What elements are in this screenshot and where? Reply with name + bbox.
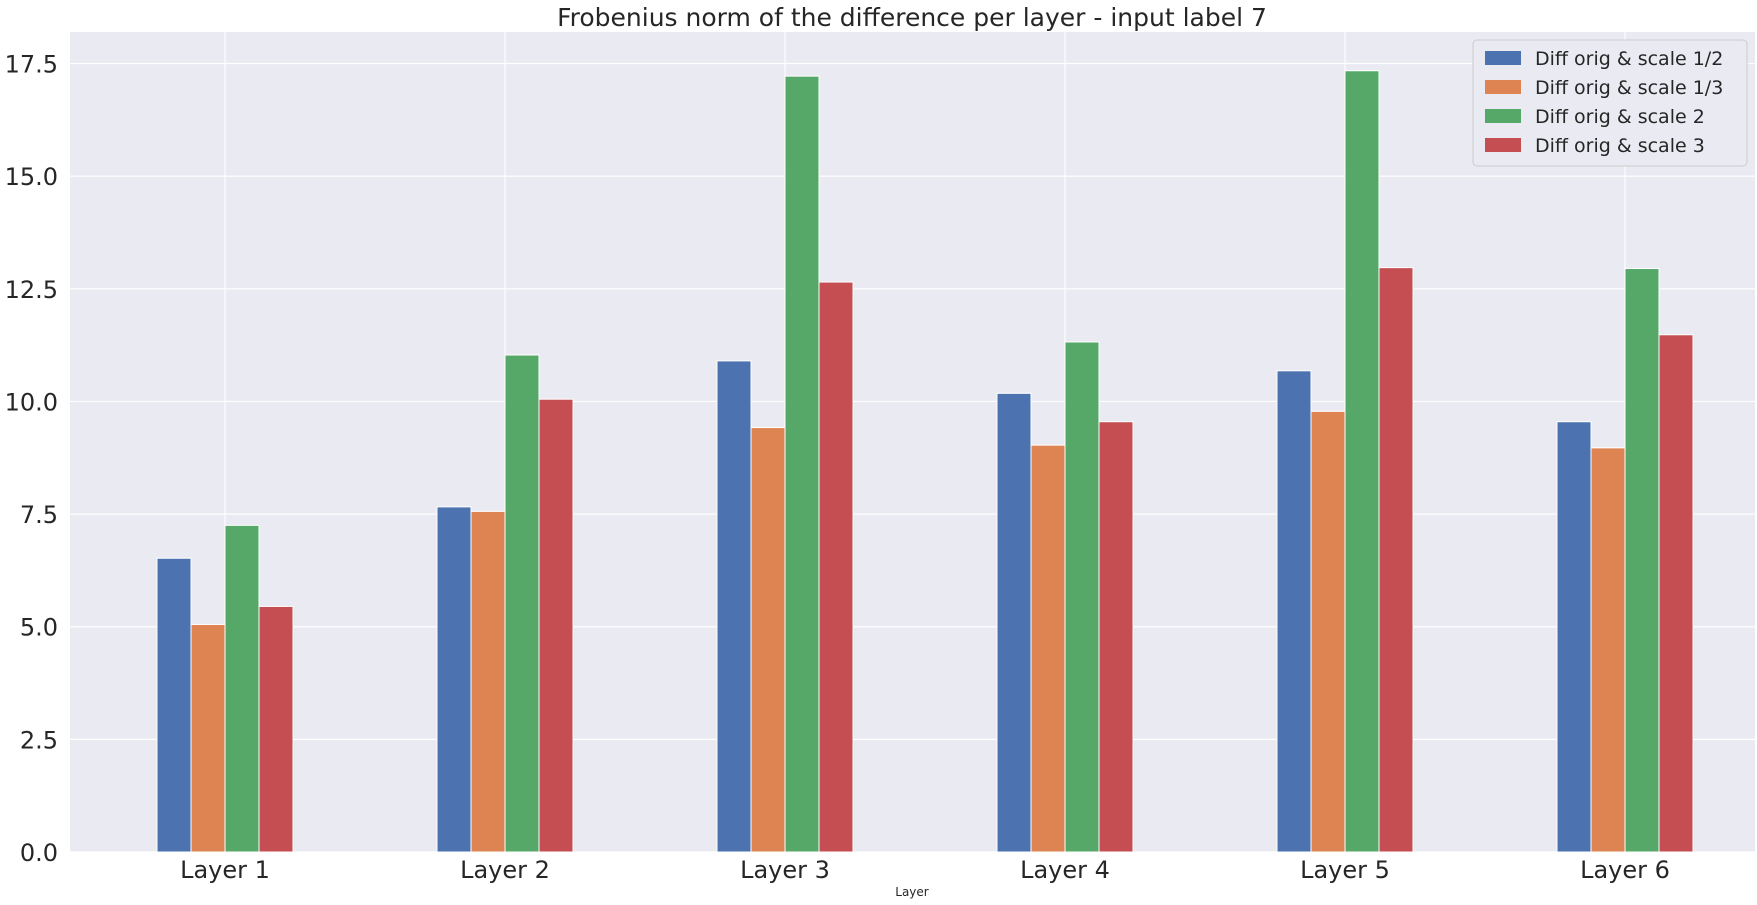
bar bbox=[784, 75, 820, 853]
y-tick-label: 7.5 bbox=[20, 501, 58, 529]
bar bbox=[716, 360, 752, 853]
y-tick-label: 12.5 bbox=[5, 276, 58, 304]
bar bbox=[1276, 370, 1312, 853]
bar bbox=[224, 524, 260, 853]
y-tick-label: 2.5 bbox=[20, 726, 58, 754]
legend-box bbox=[1472, 39, 1748, 167]
legend-swatch bbox=[1485, 80, 1521, 94]
y-tick-label: 15.0 bbox=[5, 163, 58, 191]
legend-label: Diff orig & scale 2 bbox=[1535, 106, 1705, 128]
y-tick-label: 5.0 bbox=[20, 614, 58, 642]
x-tick-label: Layer 3 bbox=[740, 856, 830, 884]
bar bbox=[436, 506, 472, 853]
bar bbox=[1658, 334, 1694, 853]
bar bbox=[1344, 70, 1380, 853]
x-tick-label: Layer 6 bbox=[1580, 856, 1670, 884]
plot-area bbox=[70, 32, 1755, 852]
bar bbox=[1378, 267, 1414, 853]
y-tick-label: 17.5 bbox=[5, 51, 58, 79]
x-axis-ticks: Layer 1 Layer 2 Layer 3 Layer 4 Layer 5 Layer… bbox=[180, 856, 1670, 884]
x-tick-label: Layer 1 bbox=[180, 856, 270, 884]
x-tick-label: Layer 4 bbox=[1020, 856, 1110, 884]
legend-swatch bbox=[1485, 138, 1521, 152]
bar bbox=[1624, 268, 1660, 853]
bar bbox=[1590, 447, 1626, 853]
legend-label: Diff orig & scale 1/2 bbox=[1535, 48, 1723, 70]
bar bbox=[750, 427, 786, 853]
legend-label: Diff orig & scale 3 bbox=[1535, 135, 1705, 157]
bar bbox=[1556, 421, 1592, 853]
bar bbox=[538, 398, 574, 853]
chart-title: Frobenius norm of the difference per lay… bbox=[557, 3, 1267, 32]
x-tick-label: Layer 2 bbox=[460, 856, 550, 884]
bar bbox=[1098, 421, 1134, 853]
y-tick-label: 10.0 bbox=[5, 388, 58, 416]
bar bbox=[996, 392, 1032, 853]
x-axis-label: Layer bbox=[895, 885, 929, 899]
legend-swatch bbox=[1485, 51, 1521, 65]
legend-label: Diff orig & scale 1/3 bbox=[1535, 77, 1723, 99]
y-axis-ticks: 0.0 2.5 5.0 7.5 10.0 12.5 15.0 17.5 bbox=[5, 51, 58, 867]
bar bbox=[818, 281, 854, 853]
bars bbox=[156, 70, 1694, 853]
bar bbox=[1030, 444, 1066, 853]
bar bbox=[504, 354, 540, 853]
bar bbox=[156, 557, 192, 853]
bar bbox=[1310, 410, 1346, 853]
bar bbox=[190, 623, 226, 853]
bar bbox=[470, 510, 506, 853]
legend-swatch bbox=[1485, 109, 1521, 123]
legend: Diff orig & scale 1/2 Diff orig & scale 1… bbox=[1472, 39, 1748, 167]
bar bbox=[258, 605, 294, 853]
y-tick-label: 0.0 bbox=[20, 839, 58, 867]
bar bbox=[1064, 341, 1100, 853]
x-tick-label: Layer 5 bbox=[1300, 856, 1390, 884]
